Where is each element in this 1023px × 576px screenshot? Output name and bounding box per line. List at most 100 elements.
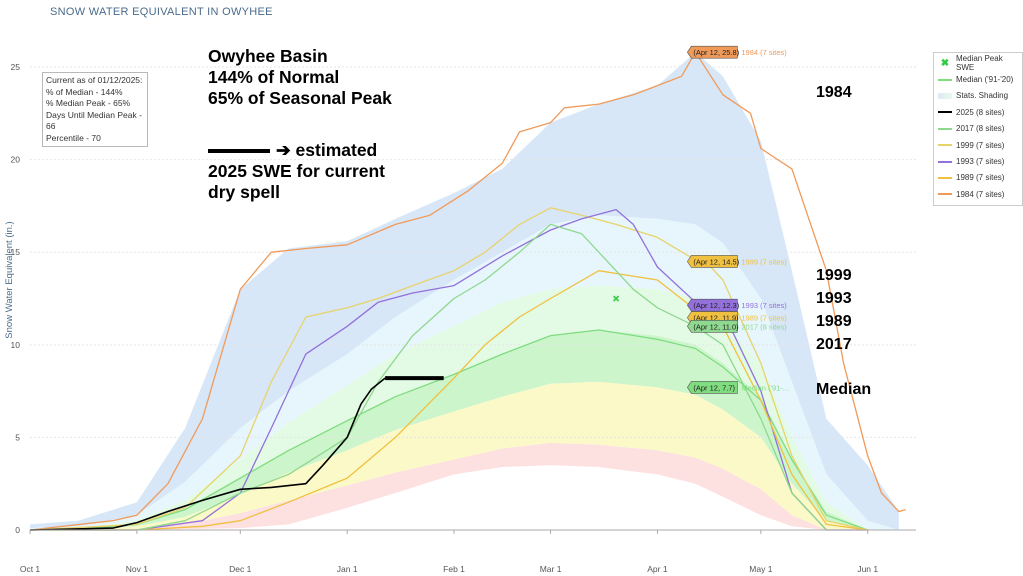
peak-label: (Apr 12, 25.8) 1984 (7 sites) <box>687 45 787 59</box>
series-lines <box>29 51 906 531</box>
line-swatch-icon <box>938 193 952 196</box>
basin-line: Owyhee Basin <box>208 46 328 66</box>
peak-label-text: (Apr 12, 7.7) <box>693 383 735 392</box>
peak-label-box <box>687 319 738 333</box>
shading-swatch-icon <box>938 92 952 99</box>
peak-label: (Apr 12, 11.0) 2017 (8 sites) <box>687 319 787 333</box>
series-line-1993-7-sites- <box>30 208 868 531</box>
line-swatch-icon <box>938 176 952 179</box>
chart-title: SNOW WATER EQUIVALENT IN OWYHEE <box>50 6 273 18</box>
peak-label-text: (Apr 12, 25.8) <box>693 48 739 57</box>
stats-shading <box>30 52 899 530</box>
peak-label: (Apr 12, 7.7) Median ('91-... <box>687 381 789 394</box>
series-line-2017-8-sites- <box>30 223 827 531</box>
x-tick-label: Oct 1 <box>20 564 41 574</box>
shading-band-max_band <box>30 52 899 530</box>
arrow-icon: ➔ <box>276 140 291 160</box>
legend-item[interactable]: ✖ Median Peak SWE <box>936 54 1020 72</box>
peak-label-series: 1989 (7 sites) <box>741 314 787 323</box>
peak-label: (Apr 12, 12.3) 1993 (7 sites) <box>687 298 787 312</box>
x-marker-icon: ✖ <box>940 57 950 69</box>
x-tick-label: Mar 1 <box>540 564 562 574</box>
legend-item[interactable]: 1999 (7 sites) <box>936 137 1020 153</box>
estimate-text: dry spell <box>208 182 280 202</box>
legend-label: 1984 (7 sites) <box>956 189 1005 199</box>
legend-label: 2025 (8 sites) <box>956 107 1005 117</box>
y-tick-label: 0 <box>15 525 20 535</box>
year-label-1989: 1989 <box>816 313 852 330</box>
legend-label: 1989 (7 sites) <box>956 173 1005 183</box>
peak-label: (Apr 12, 14.5) 1999 (7 sites) <box>687 255 787 268</box>
median-peak-marker <box>613 295 620 302</box>
shading-band-upper_band <box>30 215 899 530</box>
peak-label-text: (Apr 12, 12.3) <box>693 301 739 310</box>
legend-label: 1993 (7 sites) <box>956 157 1005 167</box>
markers <box>613 295 620 302</box>
peak-labels: (Apr 12, 25.8) 1984 (7 sites) (Apr 12, 14.… <box>687 45 789 394</box>
legend-label: 1999 (7 sites) <box>956 140 1005 150</box>
y-tick-label: 5 <box>15 432 20 442</box>
year-label-1993: 1993 <box>816 290 852 307</box>
peak-label-text: (Apr 12, 11.0) <box>693 322 739 331</box>
peak-label-box <box>687 45 738 59</box>
basin-line: 65% of Seasonal Peak <box>208 88 392 108</box>
legend: ✖ Median Peak SWE Median ('91-'20) Stats.… <box>933 52 1023 206</box>
y-tick-label: 10 <box>11 340 21 350</box>
shading-band-lower_band <box>30 381 899 530</box>
x-tick-label: Nov 1 <box>126 564 148 574</box>
series-line-2025-8-sites- <box>29 377 386 531</box>
shading-band-mid_upper_band <box>30 285 899 530</box>
x-tick-label: Jan 1 <box>337 564 358 574</box>
legend-item[interactable]: 1993 (7 sites) <box>936 153 1020 169</box>
stats-line: Current as of 01/12/2025: <box>46 75 143 85</box>
legend-label: Median ('91-'20) <box>956 75 1014 85</box>
x-tick-label: Apr 1 <box>647 564 668 574</box>
estimate-text: 2025 SWE for current <box>208 161 385 181</box>
legend-label: Stats. Shading <box>956 91 1009 101</box>
legend-item[interactable]: 1989 (7 sites) <box>936 170 1020 186</box>
series-line-1989-7-sites- <box>30 270 868 531</box>
line-swatch-icon <box>938 111 952 114</box>
y-tick-label: 25 <box>11 62 21 72</box>
series-line-1984-7-sites- <box>29 51 906 531</box>
line-swatch-icon <box>938 160 952 163</box>
y-tick-label: 20 <box>11 155 21 165</box>
shading-band-min_band <box>30 443 899 530</box>
stats-box: Current as of 01/12/2025: % of Median - … <box>42 72 148 147</box>
y-axis-label: Snow Water Equivalent (in.) <box>4 221 15 338</box>
peak-label-series: 1993 (7 sites) <box>741 301 787 310</box>
x-tick-label: Dec 1 <box>229 564 251 574</box>
legend-item[interactable]: 1984 (7 sites) <box>936 186 1020 202</box>
peak-label-text: (Apr 12, 14.5) <box>693 257 739 266</box>
x-tick-label: Feb 1 <box>443 564 465 574</box>
x-tick-label: Jun 1 <box>857 564 878 574</box>
line-swatch-icon <box>938 78 952 81</box>
legend-label: 2017 (8 sites) <box>956 124 1005 134</box>
stats-line: % Median Peak - 65% <box>46 98 131 108</box>
axes: 0 5 10 15 20 25 Oct 1 Nov 1 Dec 1 Jan 1 Feb 1 Mar 1… <box>4 62 916 574</box>
legend-item[interactable]: Median ('91-'20) <box>936 71 1020 87</box>
estimate-line-sample <box>208 149 270 154</box>
peak-label-box <box>687 298 738 312</box>
year-label-2017: 2017 <box>816 336 852 353</box>
estimate-annotation: ➔ estimated 2025 SWE for current dry spe… <box>208 140 385 203</box>
peak-label-box <box>687 255 738 268</box>
legend-item[interactable]: Stats. Shading <box>936 88 1020 104</box>
stats-line: % of Median - 144% <box>46 86 123 97</box>
year-label-1984: 1984 <box>816 84 852 101</box>
line-swatch-icon <box>938 127 952 130</box>
y-tick-label: 15 <box>11 247 21 257</box>
year-label-1999: 1999 <box>816 267 852 284</box>
peak-label-series: 2017 (8 sites) <box>741 322 787 331</box>
legend-item[interactable]: 2017 (8 sites) <box>936 121 1020 137</box>
peak-label-series: 1999 (7 sites) <box>741 257 787 266</box>
year-label-median: Median <box>816 381 872 398</box>
stats-line: Days Until Median Peak - 66 <box>46 109 142 132</box>
peak-label-box <box>687 381 738 394</box>
basin-line: 144% of Normal <box>208 67 340 87</box>
estimate-text: estimated <box>295 140 378 160</box>
peak-label-text: (Apr 12, 11.9) <box>693 314 739 323</box>
line-swatch-icon <box>938 144 952 147</box>
legend-item[interactable]: 2025 (8 sites) <box>936 104 1020 120</box>
